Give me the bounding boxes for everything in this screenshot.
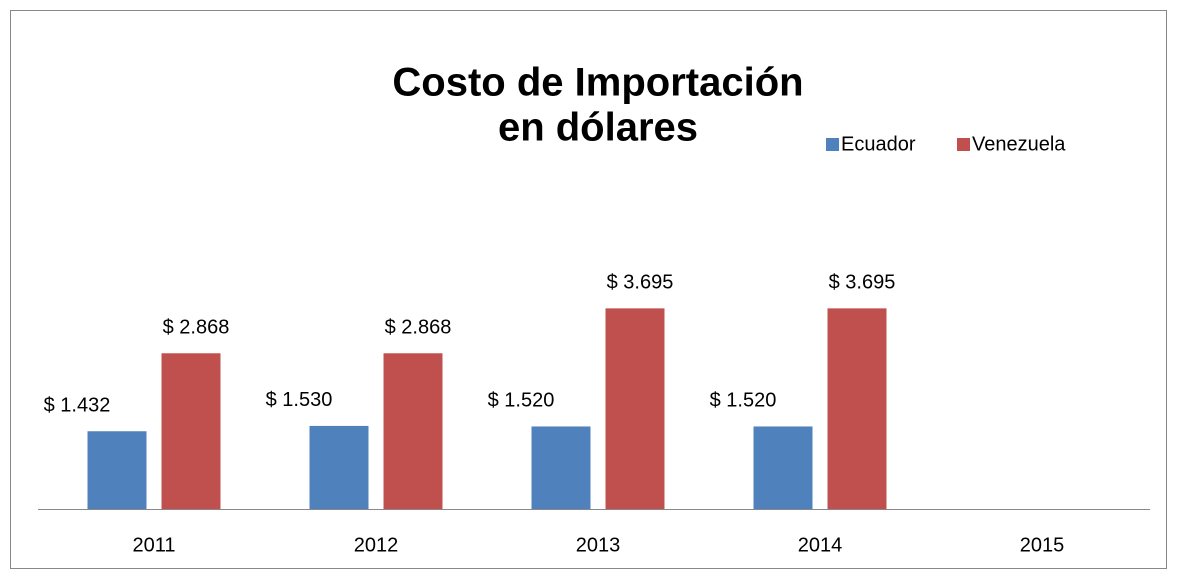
bar — [309, 425, 369, 509]
bar — [605, 308, 665, 509]
data-label: $ 2.868 — [163, 317, 230, 339]
bar — [531, 426, 591, 509]
data-label: $ 1.520 — [710, 390, 777, 412]
legend-label: Venezuela — [972, 133, 1066, 155]
x-tick-label: 2013 — [576, 534, 621, 556]
x-tick-label: 2012 — [354, 534, 399, 556]
data-label: $ 1.530 — [266, 389, 333, 411]
x-tick-label: 2011 — [132, 534, 175, 556]
bar — [383, 353, 443, 509]
legend-label: Ecuador — [841, 133, 916, 155]
data-label: $ 2.868 — [385, 317, 452, 339]
data-label: $ 3.695 — [607, 272, 674, 294]
bar — [87, 431, 147, 509]
data-label: $ 1.432 — [44, 395, 111, 417]
bar — [161, 353, 221, 509]
bar — [827, 308, 887, 509]
chart-title: en dólares — [498, 106, 698, 150]
bar — [753, 426, 813, 509]
x-tick-label: 2015 — [1020, 534, 1065, 556]
legend-swatch — [826, 138, 839, 151]
data-label: $ 1.520 — [488, 390, 555, 412]
legend-swatch — [957, 138, 970, 151]
x-tick-label: 2014 — [798, 534, 843, 556]
chart-title: Costo de Importación — [392, 61, 803, 105]
data-label: $ 3.695 — [829, 272, 896, 294]
